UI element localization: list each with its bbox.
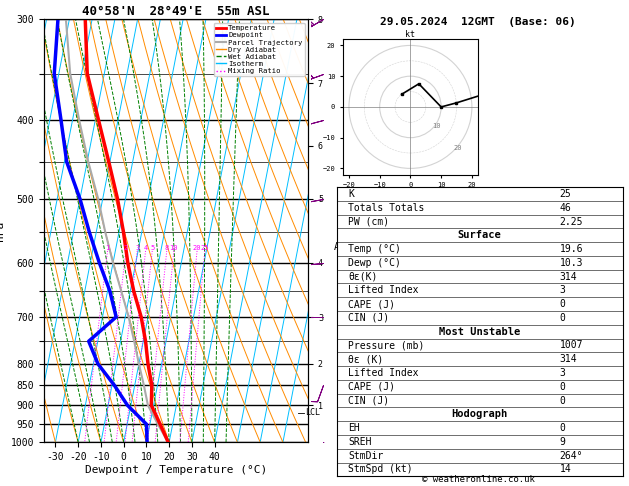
Text: Totals Totals: Totals Totals	[348, 203, 425, 213]
Text: θε (K): θε (K)	[348, 354, 383, 364]
Text: 10: 10	[432, 123, 440, 129]
Text: 9: 9	[560, 437, 565, 447]
Text: 0: 0	[560, 313, 565, 323]
Text: CIN (J): CIN (J)	[348, 396, 389, 405]
Text: Lifted Index: Lifted Index	[348, 285, 418, 295]
Text: 4: 4	[143, 245, 148, 251]
Text: 20: 20	[193, 245, 201, 251]
Title: kt: kt	[406, 30, 415, 39]
Text: 3: 3	[560, 285, 565, 295]
Text: StmDir: StmDir	[348, 451, 383, 461]
Text: 5: 5	[150, 245, 154, 251]
Text: EH: EH	[348, 423, 360, 433]
Text: CAPE (J): CAPE (J)	[348, 382, 395, 392]
Text: 19.6: 19.6	[560, 244, 583, 254]
Legend: Temperature, Dewpoint, Parcel Trajectory, Dry Adiabat, Wet Adiabat, Isotherm, Mi: Temperature, Dewpoint, Parcel Trajectory…	[214, 23, 304, 76]
Text: 2.25: 2.25	[560, 217, 583, 226]
Text: 1007: 1007	[560, 341, 583, 350]
Text: Most Unstable: Most Unstable	[439, 327, 520, 337]
Text: 3: 3	[135, 245, 140, 251]
Text: 14: 14	[560, 465, 572, 474]
Text: Pressure (mb): Pressure (mb)	[348, 341, 425, 350]
Y-axis label: km
ASL: km ASL	[333, 231, 351, 252]
Text: 8: 8	[165, 245, 169, 251]
Text: Lifted Index: Lifted Index	[348, 368, 418, 378]
Text: 25: 25	[560, 189, 572, 199]
Text: 46: 46	[560, 203, 572, 213]
Y-axis label: hPa: hPa	[0, 221, 5, 241]
Text: K: K	[348, 189, 354, 199]
Text: 314: 314	[560, 354, 577, 364]
Text: θε(K): θε(K)	[348, 272, 377, 281]
Text: 314: 314	[560, 272, 577, 281]
Title: 40°58'N  28°49'E  55m ASL: 40°58'N 28°49'E 55m ASL	[82, 5, 270, 18]
Text: 0: 0	[560, 299, 565, 309]
Text: 0: 0	[560, 382, 565, 392]
Text: 10.3: 10.3	[560, 258, 583, 268]
Text: CAPE (J): CAPE (J)	[348, 299, 395, 309]
Text: 0: 0	[560, 423, 565, 433]
Text: Surface: Surface	[458, 230, 501, 240]
Text: 2: 2	[124, 245, 128, 251]
Text: Temp (°C): Temp (°C)	[348, 244, 401, 254]
Text: PW (cm): PW (cm)	[348, 217, 389, 226]
Text: LCL: LCL	[305, 408, 320, 417]
Text: 10: 10	[170, 245, 178, 251]
Text: Dewp (°C): Dewp (°C)	[348, 258, 401, 268]
Text: Hodograph: Hodograph	[452, 409, 508, 419]
Text: 0: 0	[560, 396, 565, 405]
Text: 264°: 264°	[560, 451, 583, 461]
Text: 20: 20	[454, 145, 462, 151]
Text: 1: 1	[106, 245, 109, 251]
Text: 3: 3	[560, 368, 565, 378]
Text: CIN (J): CIN (J)	[348, 313, 389, 323]
Text: SREH: SREH	[348, 437, 372, 447]
Text: 29.05.2024  12GMT  (Base: 06): 29.05.2024 12GMT (Base: 06)	[380, 17, 576, 27]
Text: 25: 25	[201, 245, 209, 251]
Text: StmSpd (kt): StmSpd (kt)	[348, 465, 413, 474]
X-axis label: Dewpoint / Temperature (°C): Dewpoint / Temperature (°C)	[85, 465, 267, 475]
Text: © weatheronline.co.uk: © weatheronline.co.uk	[421, 474, 535, 484]
